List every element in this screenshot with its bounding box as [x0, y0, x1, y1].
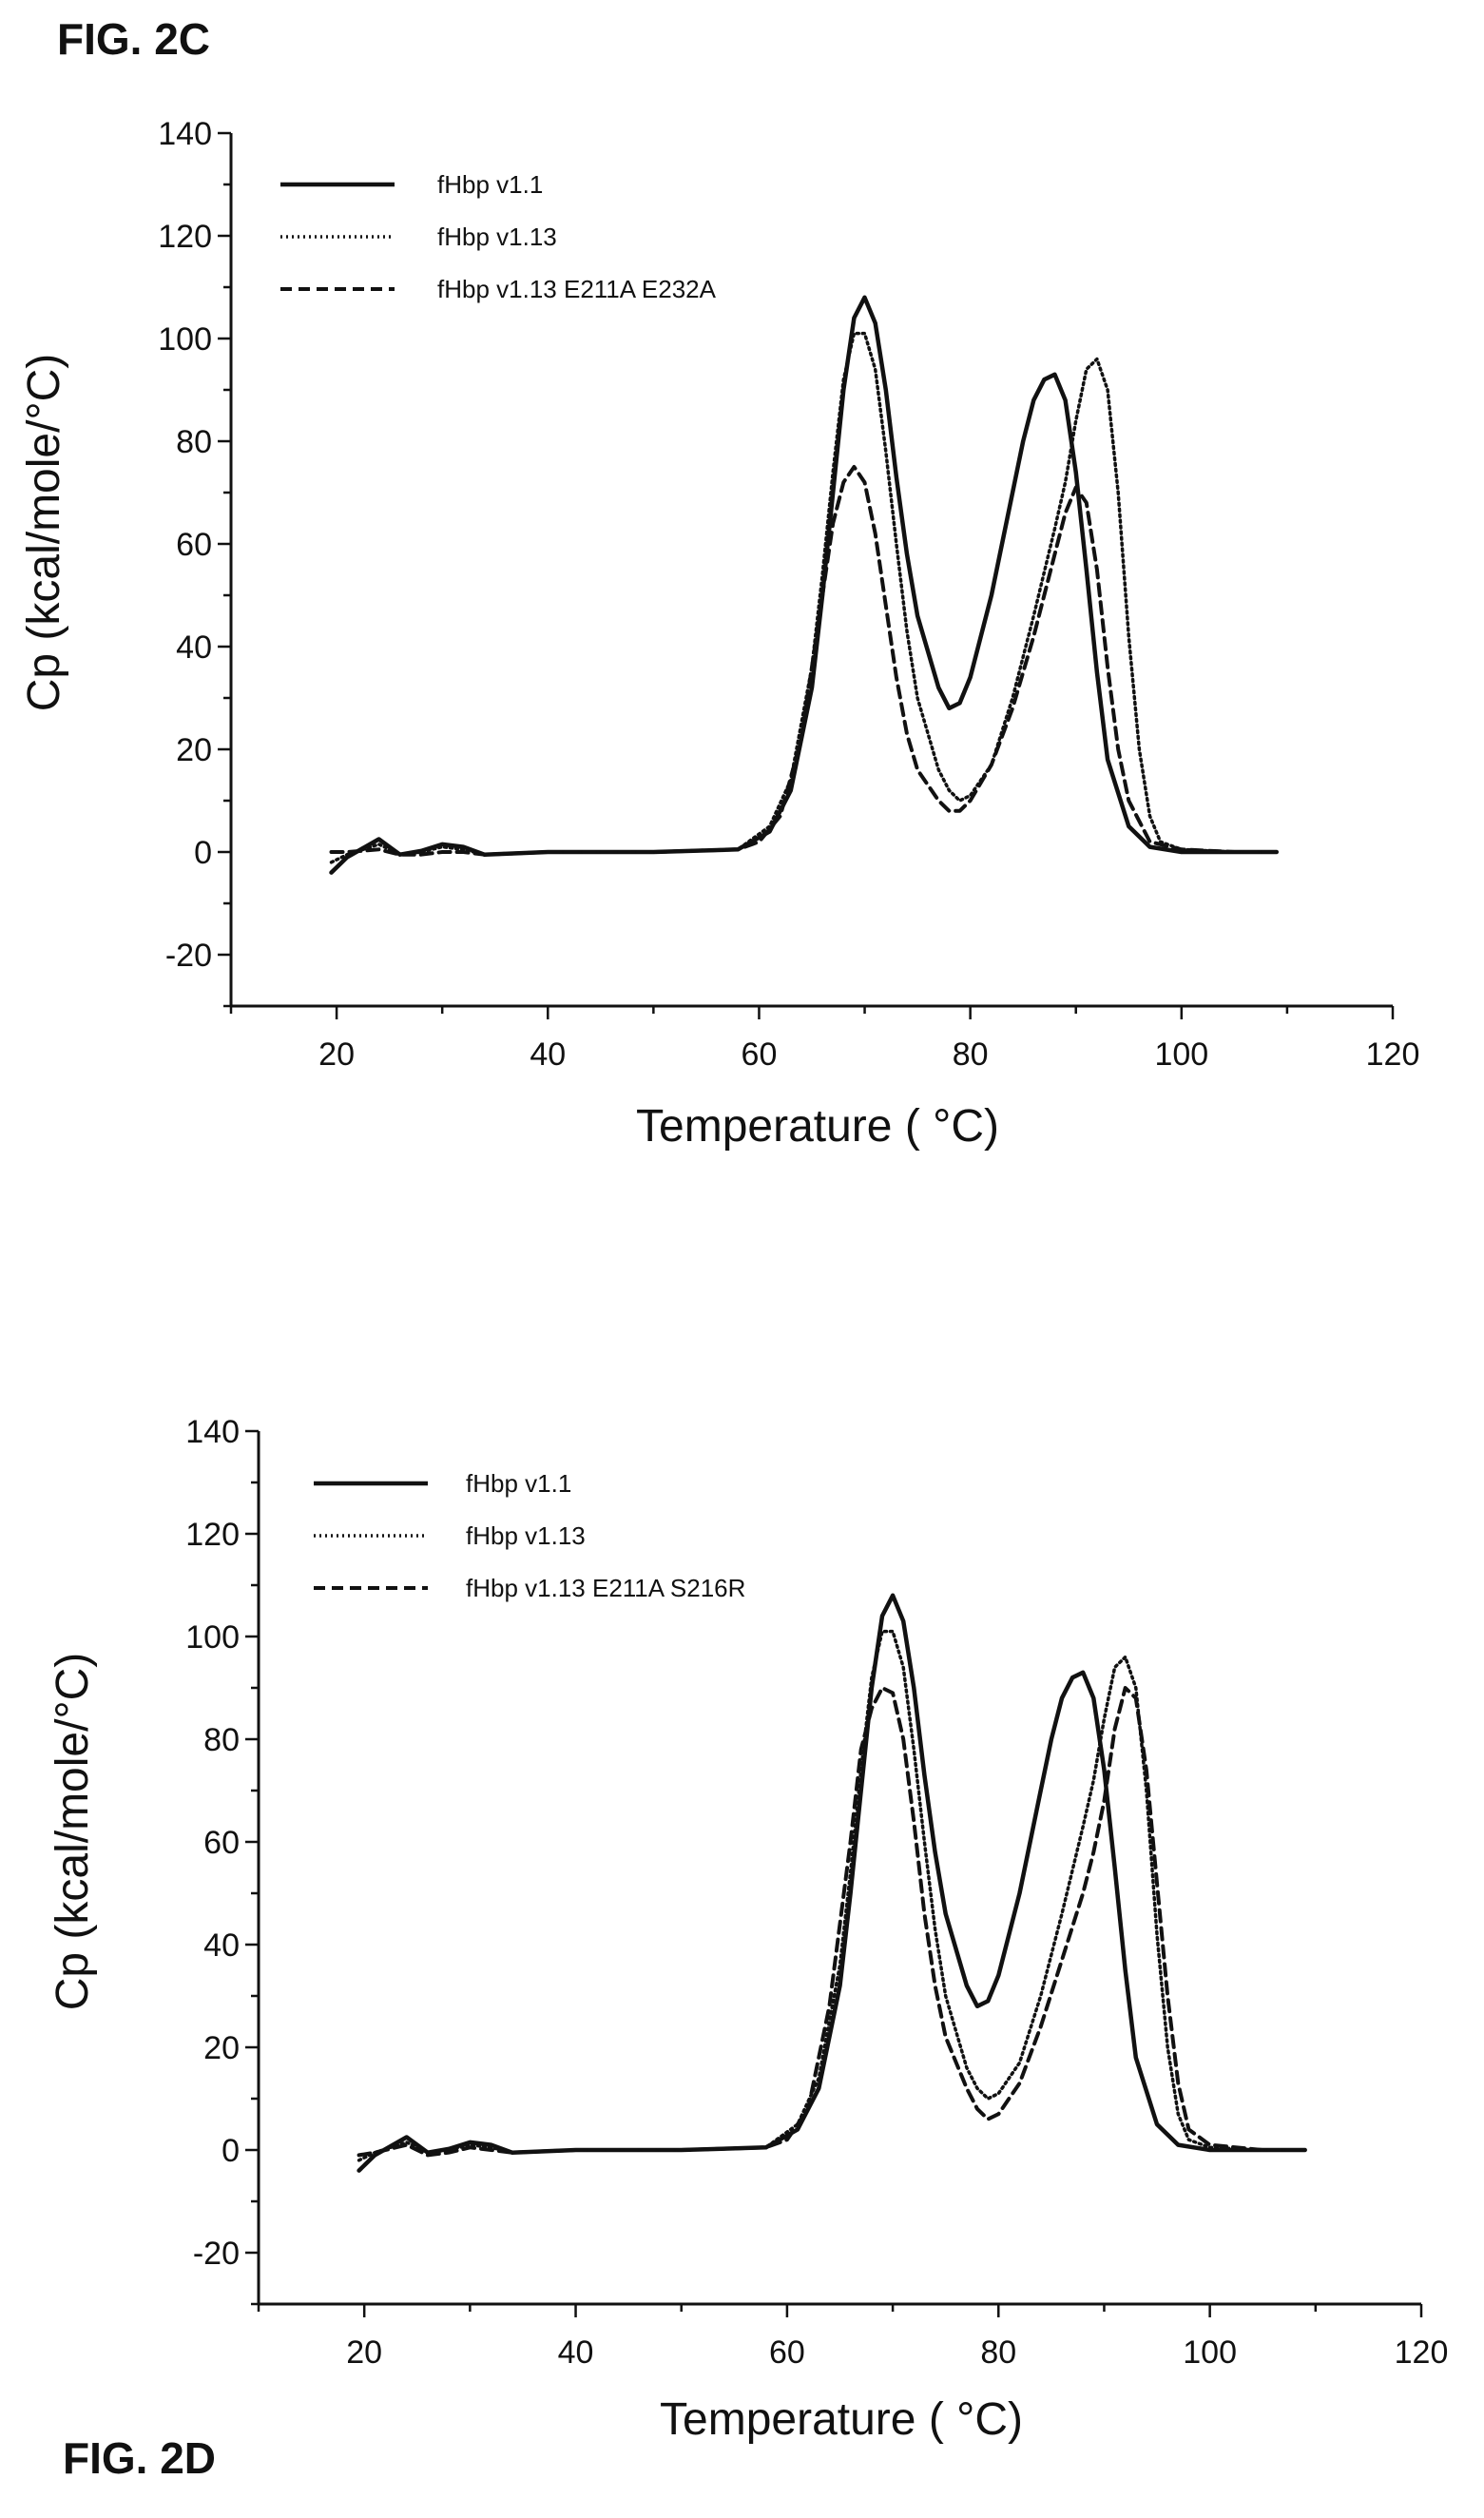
y-tick-label: 40 [203, 1927, 240, 1964]
y-tick-label: 60 [176, 527, 212, 563]
y-axis-title: Cp (kcal/mole/°C) [48, 1653, 98, 2011]
x-tick-label: 20 [346, 2334, 382, 2371]
series-line-dashed [357, 1686, 1307, 2158]
x-tick-label: 40 [558, 2334, 594, 2371]
y-axis-title: Cp (kcal/mole/°C) [19, 354, 69, 712]
series-line-dashed [329, 465, 1279, 857]
x-axis-title: Temperature ( °C) [660, 2394, 1023, 2445]
series-line-dotted [357, 1629, 1307, 2162]
x-tick-label: 60 [769, 2334, 805, 2371]
y-tick-label: 100 [185, 1619, 240, 1656]
x-tick-label: 20 [318, 1036, 355, 1073]
x-axis-title: Temperature ( °C) [636, 1101, 999, 1152]
y-tick-label: 60 [203, 1825, 240, 1861]
legend-label: fHbp v1.13 [466, 1521, 586, 1550]
y-tick-label: 140 [158, 116, 212, 152]
y-tick-label: 140 [185, 1414, 240, 1450]
y-tick-label: -20 [165, 938, 212, 974]
x-tick-label: 120 [1395, 2334, 1449, 2371]
figure-label-2d: FIG. 2D [63, 2433, 217, 2483]
figure-label-2c: FIG. 2C [57, 14, 211, 64]
x-tick-label: 80 [980, 2334, 1016, 2371]
legend-label: fHbp v1.13 E211A E232A [437, 275, 717, 303]
y-tick-label: 0 [222, 2133, 240, 2169]
x-tick-label: 60 [742, 1036, 778, 1073]
x-tick-label: 120 [1366, 1036, 1420, 1073]
legend-label: fHbp v1.1 [437, 170, 543, 199]
x-tick-label: 40 [530, 1036, 566, 1073]
chart-2c: -20 0 20 40 60 80 100 120 140 20 40 60 80 100 120 Tempe… [19, 116, 1420, 1152]
y-tick-label: 120 [158, 219, 212, 255]
legend-label: fHbp v1.1 [466, 1469, 571, 1498]
series-line-solid [357, 1593, 1307, 2173]
x-tick-label: 80 [953, 1036, 989, 1073]
y-tick-label: -20 [193, 2236, 240, 2272]
x-tick-label: 100 [1154, 1036, 1208, 1073]
y-tick-label: 20 [176, 732, 212, 768]
y-tick-label: 0 [194, 835, 212, 871]
y-tick-label: 20 [203, 2030, 240, 2066]
y-tick-label: 40 [176, 630, 212, 666]
legend-label: fHbp v1.13 [437, 223, 557, 251]
legend-label: fHbp v1.13 E211A S216R [466, 1574, 745, 1602]
y-tick-label: 100 [158, 321, 212, 358]
y-tick-label: 80 [203, 1722, 240, 1758]
y-tick-label: 80 [176, 424, 212, 460]
y-tick-label: 120 [185, 1517, 240, 1553]
x-tick-label: 100 [1183, 2334, 1237, 2371]
